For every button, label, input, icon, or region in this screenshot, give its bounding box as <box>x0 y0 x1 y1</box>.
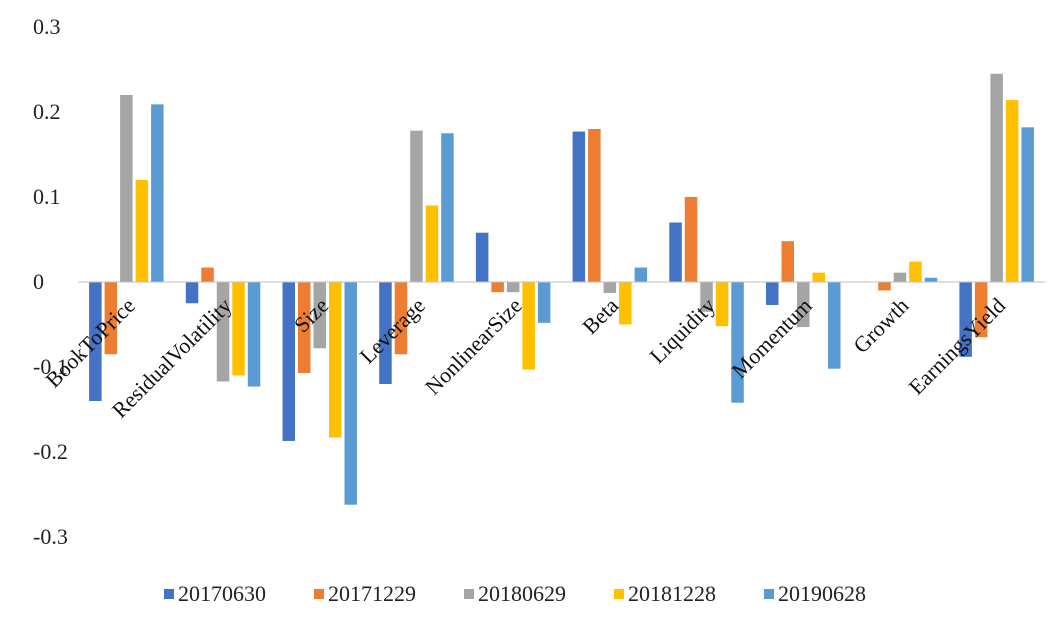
bar-Size-20181228 <box>329 282 342 438</box>
category-label-Leverage: Leverage <box>354 293 430 369</box>
bar-Liquidity-20180629 <box>700 282 713 312</box>
y-tick-label: 0 <box>33 269 44 294</box>
legend-swatch-20181228 <box>614 589 624 599</box>
bar-ResidualVolatility-20181228 <box>232 282 245 376</box>
category-label-Growth: Growth <box>848 293 913 358</box>
bar-Liquidity-20171229 <box>684 197 698 282</box>
bar-Beta-20190628 <box>634 267 648 282</box>
bar-Size-20190628 <box>344 282 357 505</box>
legend-label-20181228: 20181228 <box>628 581 716 606</box>
bar-Leverage-20171229 <box>394 282 408 355</box>
bar-Liquidity-20170630 <box>669 222 682 282</box>
legend-swatch-20170630 <box>164 589 174 599</box>
bar-NonlinearSize-20190628 <box>537 282 551 323</box>
bar-Momentum-20181228 <box>812 272 825 282</box>
bar-NonlinearSize-20181228 <box>522 282 535 370</box>
bar-Size-20170630 <box>282 282 295 441</box>
bar-Momentum-20180629 <box>797 282 810 328</box>
legend-label-20171229: 20171229 <box>328 581 416 606</box>
y-tick-label: -0.2 <box>33 439 68 464</box>
bar-Momentum-20170630 <box>766 282 779 305</box>
bar-NonlinearSize-20180629 <box>506 282 520 293</box>
bar-Size-20180629 <box>313 282 326 349</box>
bar-BookToPrice-20180629 <box>120 95 133 282</box>
bar-EarningsYield-20171229 <box>974 282 988 338</box>
bar-Liquidity-20181228 <box>715 282 729 327</box>
bar-ResidualVolatility-20190628 <box>247 282 261 387</box>
bar-Momentum-20190628 <box>828 282 841 369</box>
bar-Liquidity-20190628 <box>731 282 744 403</box>
legend-label-20180629: 20180629 <box>478 581 566 606</box>
legend-label-20190628: 20190628 <box>778 581 866 606</box>
bar-ResidualVolatility-20171229 <box>201 267 214 282</box>
bar-ResidualVolatility-20170630 <box>185 282 199 304</box>
bar-Leverage-20181228 <box>425 205 439 282</box>
y-tick-label: 0.1 <box>33 184 61 209</box>
category-label-Size: Size <box>289 293 333 337</box>
bar-Beta-20170630 <box>572 131 586 282</box>
bar-Growth-20190628 <box>924 277 938 282</box>
y-tick-label: -0.3 <box>33 524 68 549</box>
bar-Growth-20181228 <box>909 261 922 282</box>
bar-BookToPrice-20181228 <box>135 180 149 282</box>
bar-ResidualVolatility-20180629 <box>216 282 230 382</box>
bar-Growth-20180629 <box>893 272 907 282</box>
bar-EarningsYield-20181228 <box>1005 100 1019 282</box>
legend-swatch-20180629 <box>464 589 474 599</box>
bar-BookToPrice-20190628 <box>151 104 164 282</box>
bar-Beta-20180629 <box>603 282 617 294</box>
category-label-EarningsYield: EarningsYield <box>904 293 1011 400</box>
legend-swatch-20171229 <box>314 589 324 599</box>
bar-NonlinearSize-20171229 <box>491 282 504 293</box>
bar-NonlinearSize-20170630 <box>475 232 489 282</box>
y-axis-ticks: 0.3 0.2 0.1 0 -0.1 -0.2 -0.3 <box>33 14 68 549</box>
bar-EarningsYield-20190628 <box>1021 127 1034 282</box>
y-tick-label: -0.1 <box>33 354 68 379</box>
bar-Leverage-20190628 <box>441 133 454 282</box>
legend-swatch-20190628 <box>764 589 774 599</box>
bar-Leverage-20170630 <box>379 282 392 384</box>
bar-EarningsYield-20170630 <box>959 282 972 357</box>
y-tick-label: 0.3 <box>33 14 61 39</box>
bar-BookToPrice-20170630 <box>89 282 102 401</box>
bar-Beta-20171229 <box>588 129 601 282</box>
category-label-Beta: Beta <box>577 293 623 339</box>
category-label-Liquidity: Liquidity <box>645 293 721 369</box>
bar-Growth-20171229 <box>878 282 891 291</box>
bars-layer <box>89 73 1034 505</box>
legend-label-20170630: 20170630 <box>178 581 266 606</box>
bar-Leverage-20180629 <box>410 130 423 282</box>
y-tick-label: 0.2 <box>33 99 61 124</box>
legend: 20170630 20171229 20180629 20181228 20190628 <box>164 581 866 606</box>
bar-Size-20171229 <box>298 282 311 373</box>
category-label-NonlinearSize: NonlinearSize <box>420 293 527 400</box>
bar-Momentum-20171229 <box>781 241 794 282</box>
bar-EarningsYield-20180629 <box>990 73 1003 282</box>
bar-BookToPrice-20171229 <box>104 282 118 355</box>
bar-Beta-20181228 <box>619 282 632 325</box>
